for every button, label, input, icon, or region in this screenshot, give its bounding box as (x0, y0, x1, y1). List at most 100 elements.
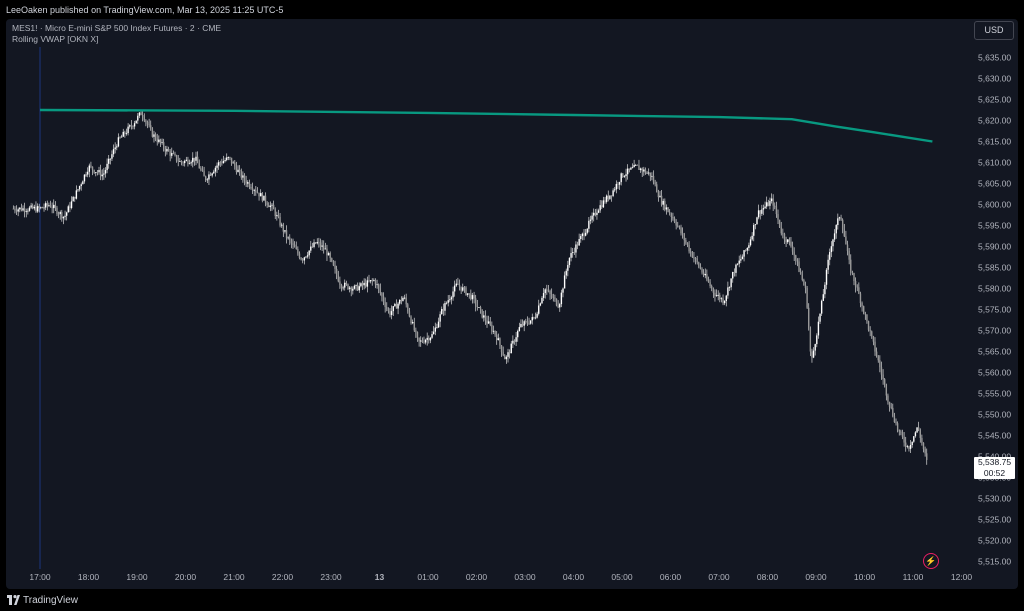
candle-body (597, 210, 600, 213)
candle-body (140, 112, 142, 116)
price-tick-label: 5,550.00 (978, 410, 1011, 420)
candle-body (70, 201, 73, 208)
candle-body (636, 164, 639, 166)
candle-body (101, 174, 103, 177)
candle-body (672, 217, 674, 219)
candle-body (803, 279, 805, 286)
candle-body (525, 321, 527, 323)
candle-body (922, 442, 925, 449)
candle-body (35, 206, 37, 212)
candle-body (129, 125, 131, 127)
candle-body (256, 192, 259, 193)
candle-body (623, 176, 626, 177)
candle-body (444, 303, 446, 311)
candle-body (798, 261, 800, 272)
candle-body (801, 274, 803, 280)
candle-body (64, 215, 66, 217)
candle-body (318, 242, 320, 243)
symbol-description[interactable]: MES1! · Micro E-mini S&P 500 Index Futur… (12, 23, 222, 33)
candle-body (510, 343, 512, 354)
candle-body (483, 315, 485, 318)
candle-body (638, 165, 640, 170)
chart-panel[interactable]: 5,635.00 5,630.00 5,625.00 5,620.00 5,615.00… (6, 19, 1018, 589)
candle-body (432, 331, 435, 335)
candle-body (167, 148, 170, 152)
candle-body (872, 336, 875, 342)
candle-body (386, 307, 388, 309)
candle-body (896, 423, 899, 430)
candle-body (678, 226, 681, 228)
time-tick-label: 08:00 (757, 572, 779, 582)
price-tick-label: 5,570.00 (978, 326, 1011, 336)
candle-body (765, 202, 768, 207)
price-chart[interactable]: 5,635.00 5,630.00 5,625.00 5,620.00 5,615.00… (6, 19, 1018, 589)
candle-body (91, 166, 94, 170)
candle-body (436, 327, 438, 329)
candle-body (30, 205, 32, 208)
candle-body (229, 157, 231, 158)
candle-body (259, 193, 262, 197)
candle-body (449, 299, 451, 301)
lightning-icon[interactable]: ⚡ (923, 553, 939, 569)
candle-body (235, 166, 238, 173)
candle-body (521, 323, 524, 326)
candle-body (397, 303, 399, 309)
price-tick-label: 5,525.00 (978, 515, 1011, 525)
candle-body (200, 168, 202, 170)
candle-body (93, 169, 95, 173)
candle-body (158, 139, 160, 142)
candle-body (269, 205, 272, 208)
candle-body (365, 282, 367, 287)
candle-body (114, 147, 116, 150)
candle-body (759, 210, 761, 214)
candle-body (339, 281, 341, 285)
candle-body (513, 340, 516, 342)
candle-body (877, 356, 879, 361)
candle-body (487, 321, 490, 324)
time-tick-label: 20:00 (175, 572, 197, 582)
candle-body (601, 205, 603, 208)
candle-body (921, 437, 923, 443)
candle-body (533, 317, 535, 318)
candle-body (151, 128, 154, 137)
candle-body (44, 203, 47, 208)
candle-body (919, 430, 921, 438)
candle-body (541, 297, 543, 304)
candle-body (515, 337, 517, 342)
candle-body (757, 210, 760, 218)
candle-body (109, 158, 112, 160)
candle-body (696, 258, 698, 263)
candle-body (879, 360, 881, 368)
candle-body (308, 250, 310, 256)
candle-body (846, 244, 849, 251)
candle-body (205, 176, 207, 181)
candle-body (526, 321, 529, 323)
candle-body (550, 294, 553, 298)
candle-body (898, 429, 900, 432)
candle-body (715, 295, 718, 296)
candle-body (314, 242, 317, 244)
candle-body (871, 331, 873, 337)
candle-body (331, 258, 333, 261)
candle-body (356, 284, 359, 291)
candle-body (568, 257, 571, 266)
candle-body (108, 158, 110, 164)
candle-body (549, 290, 551, 295)
candle-body (858, 287, 860, 294)
indicator-name[interactable]: Rolling VWAP [OKN X] (12, 34, 99, 44)
candle-body (835, 225, 837, 234)
candle-body (628, 168, 630, 170)
candle-body (421, 340, 424, 342)
candle-body (749, 239, 752, 246)
candle-body (137, 115, 139, 121)
candle-body (599, 205, 601, 211)
candle-body (491, 324, 493, 332)
candle-body (799, 271, 802, 275)
candle-body (120, 136, 123, 138)
currency-button[interactable]: USD (974, 21, 1014, 40)
candle-body (80, 184, 82, 187)
candle-body (916, 427, 918, 433)
candle-body (667, 207, 669, 213)
candle-body (415, 330, 417, 333)
candle-body (266, 202, 268, 206)
